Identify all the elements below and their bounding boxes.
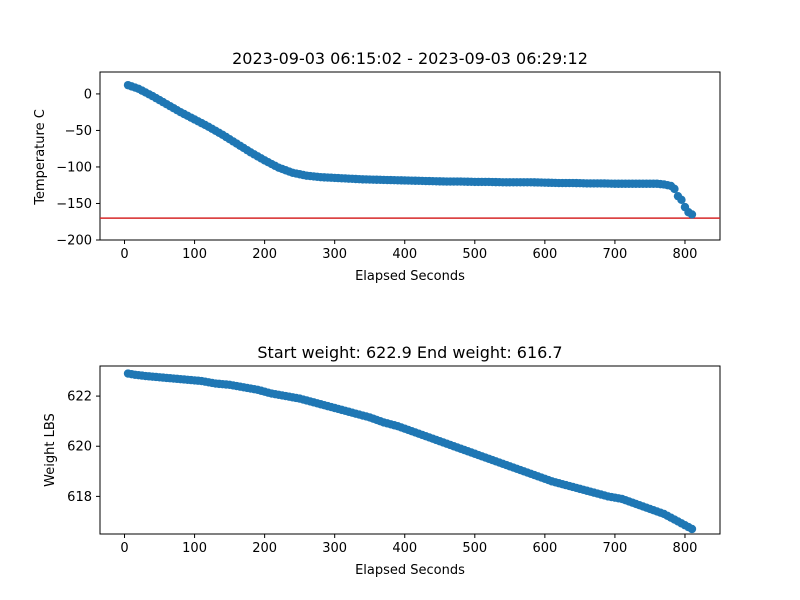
weight-chart: Start weight: 622.9 End weight: 616.7 0 1… — [43, 343, 721, 578]
x-tick-label: 700 — [603, 247, 628, 262]
y-tick-label: −50 — [65, 124, 92, 139]
temperature-chart: 2023-09-03 06:15:02 - 2023-09-03 06:29:1… — [33, 49, 721, 284]
plot-frame — [99, 365, 721, 535]
x-tick-label: 200 — [252, 541, 277, 556]
data-point — [687, 210, 697, 219]
weight-chart-xlabel: Elapsed Seconds — [355, 563, 465, 578]
x-tick-label: 100 — [182, 541, 207, 556]
data-point — [670, 184, 679, 194]
data-point — [677, 195, 686, 205]
x-tick-label: 800 — [673, 247, 698, 262]
y-tick-label: 622 — [67, 390, 92, 405]
y-tick-label: −100 — [56, 160, 92, 175]
data-point — [687, 524, 697, 534]
x-tick-label: 100 — [182, 247, 207, 262]
x-tick-label: 300 — [322, 541, 347, 556]
temperature-chart-axes: 0 100 200 300 400 500 600 700 800 −200 −150 −100 −50… — [56, 71, 721, 262]
x-tick-label: 200 — [252, 247, 277, 262]
y-tick-label: −150 — [56, 197, 92, 212]
temperature-chart-ylabel: Temperature C — [33, 109, 48, 206]
x-tick-label: 400 — [392, 541, 417, 556]
x-tick-label: 400 — [392, 247, 417, 262]
y-tick-label: 0 — [84, 87, 92, 102]
temperature-chart-xlabel: Elapsed Seconds — [355, 269, 465, 284]
y-tick-label: 620 — [67, 440, 92, 455]
x-tick-label: 700 — [603, 541, 628, 556]
y-tick-label: 618 — [67, 490, 92, 505]
x-tick-label: 800 — [673, 541, 698, 556]
weight-chart-title: Start weight: 622.9 End weight: 616.7 — [257, 343, 562, 362]
temperature-chart-title: 2023-09-03 06:15:02 - 2023-09-03 06:29:1… — [232, 49, 588, 68]
x-tick-label: 600 — [532, 247, 557, 262]
weight-chart-ylabel: Weight LBS — [43, 413, 58, 487]
x-tick-label: 0 — [120, 541, 128, 556]
x-tick-label: 300 — [322, 247, 347, 262]
x-tick-label: 600 — [532, 541, 557, 556]
x-tick-label: 0 — [120, 247, 128, 262]
x-tick-label: 500 — [462, 541, 487, 556]
plot-frame — [99, 71, 721, 241]
y-tick-label: −200 — [56, 234, 92, 249]
x-tick-label: 500 — [462, 247, 487, 262]
weight-chart-axes: 0 100 200 300 400 500 600 700 800 618 620 622 — [67, 365, 721, 556]
